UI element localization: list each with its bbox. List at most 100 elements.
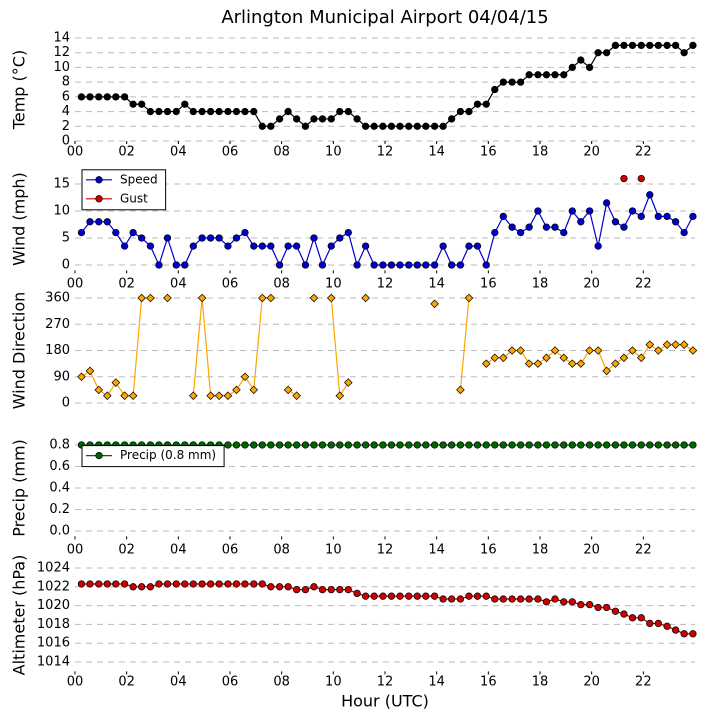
x-tick-label: 02 [118,675,135,690]
data-point [181,100,189,108]
data-point [551,595,559,603]
data-point [309,293,319,303]
data-point [654,441,662,449]
data-point [654,41,662,50]
data-point [646,619,654,628]
data-point [336,234,344,242]
data-point [146,242,155,250]
data-point [508,78,516,86]
data-point [491,595,499,603]
data-point [172,107,180,116]
data-point [275,441,284,449]
data-point [172,261,180,269]
data-point [422,441,430,449]
x-tick-label: 12 [377,277,394,292]
data-point [508,441,516,449]
data-point [129,228,137,237]
x-tick-label: 06 [222,543,239,558]
data-point [689,630,697,638]
y-tick-label: 15 [53,177,70,192]
data-point [181,580,189,588]
data-point [422,261,430,269]
data-point [620,610,628,618]
data-point [241,580,249,588]
data-point [387,261,396,269]
y-tick-label: 0.2 [49,502,70,517]
data-point [525,71,533,79]
data-point [396,122,404,130]
data-point [689,212,697,221]
data-point [628,41,637,50]
data-point [310,234,318,242]
data-point [120,93,129,101]
data-point [628,207,637,215]
data-point [112,228,120,237]
data-point [112,580,120,588]
data-point [95,218,103,226]
data-point [86,580,94,588]
data-point [550,346,560,355]
y-tick-label: 1018 [37,617,70,632]
x-tick-label: 18 [532,277,549,292]
data-point [344,441,352,449]
data-point [456,385,465,395]
data-point [224,107,232,116]
data-point [534,595,542,603]
data-point [95,580,103,588]
data-point [611,41,620,50]
data-point [611,441,620,449]
data-point [240,372,250,382]
data-point [224,242,232,250]
data-point [361,293,370,303]
x-tick-label: 12 [377,675,394,690]
x-tick-label: 18 [532,145,549,160]
x-tick-label: 22 [635,277,652,292]
data-point [85,366,95,376]
data-point [250,107,258,116]
data-point [491,228,499,237]
y-tick-label: 6 [62,89,70,104]
data-point [525,223,533,231]
data-point [336,441,344,449]
data-point [499,595,507,603]
x-tick-label: 00 [67,277,84,292]
data-point [525,441,533,449]
data-point [137,293,146,303]
x-tick-label: 22 [635,543,652,558]
data-point [473,242,482,250]
x-tick-label: 00 [67,543,84,558]
x-tick-label: 08 [273,675,290,690]
data-point [516,346,525,355]
x-tick-label: 04 [170,543,187,558]
data-point [258,242,266,250]
data-point [628,614,637,622]
legend-marker [95,451,103,460]
data-point [232,441,241,449]
data-point [353,441,361,449]
data-point [654,619,662,628]
data-point [439,122,447,130]
data-point [551,441,559,449]
y-tick-label: 10 [53,60,70,75]
data-point [560,71,568,79]
x-tick-label: 08 [273,277,290,292]
data-point [620,41,628,50]
data-point [481,359,491,368]
data-point [465,107,473,116]
data-point [232,234,241,242]
data-point [146,583,155,591]
data-point [413,592,421,600]
data-point [663,41,671,50]
data-point [361,122,370,130]
y-tick-label: 12 [53,45,70,60]
x-tick-label: 14 [428,675,445,690]
legend-label: Precip (0.8 mm) [120,448,216,462]
data-point [379,261,387,269]
data-point [499,78,507,86]
data-point [344,585,352,594]
legend-label: Gust [120,191,148,205]
data-point [456,107,465,116]
data-point [284,441,292,449]
data-point [120,242,129,250]
data-point [396,261,404,269]
